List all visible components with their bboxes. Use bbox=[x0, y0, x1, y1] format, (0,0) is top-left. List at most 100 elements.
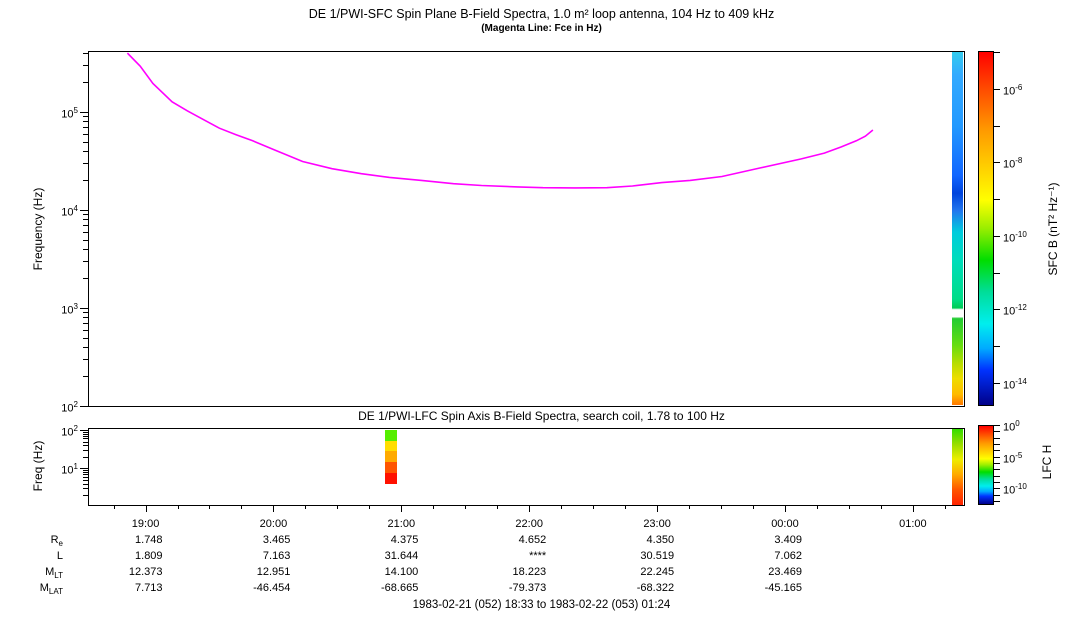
colorbar-tick-label: 10-14 bbox=[1003, 376, 1027, 392]
ephemeris-value: 4.652 bbox=[518, 534, 547, 546]
y-minor-tick bbox=[83, 445, 88, 447]
x-minor-tick bbox=[880, 505, 882, 509]
y-minor-tick bbox=[83, 121, 88, 123]
y-minor-tick bbox=[83, 278, 88, 280]
x-minor-tick bbox=[593, 505, 595, 509]
y-minor-tick bbox=[83, 435, 88, 437]
lfc-patch-segment bbox=[385, 430, 397, 441]
colorbar-tick-label: 10-10 bbox=[1003, 482, 1027, 497]
x-tick-label: 00:00 bbox=[771, 518, 799, 530]
y-minor-tick bbox=[83, 214, 88, 216]
y-major-tick bbox=[80, 429, 88, 431]
lfc-panel-title: DE 1/PWI-LFC Spin Axis B-Field Spectra, … bbox=[358, 409, 725, 423]
y-minor-tick bbox=[83, 150, 88, 152]
y-minor-tick bbox=[83, 456, 88, 458]
ephemeris-value: -79.373 bbox=[508, 582, 547, 594]
y-minor-tick bbox=[83, 337, 88, 339]
x-minor-tick bbox=[369, 505, 371, 509]
y-minor-tick bbox=[83, 248, 88, 250]
y-minor-tick bbox=[83, 116, 88, 118]
y-tick-label: 102 bbox=[61, 423, 78, 439]
colorbar-tick bbox=[994, 199, 1000, 201]
y-minor-tick bbox=[83, 133, 88, 135]
colorbar-tick bbox=[994, 462, 1000, 464]
colorbar-tick bbox=[994, 346, 1000, 348]
y-minor-tick bbox=[83, 376, 88, 378]
sfc-colorbar bbox=[978, 51, 994, 406]
y-minor-tick bbox=[83, 495, 88, 497]
x-tick-label: 21:00 bbox=[387, 518, 416, 530]
x-minor-tick bbox=[241, 505, 243, 509]
y-tick-label: 101 bbox=[61, 462, 78, 477]
y-tick-label: 104 bbox=[61, 204, 78, 219]
ephemeris-value: -68.322 bbox=[636, 582, 675, 594]
x-tick-label: 23:00 bbox=[643, 518, 671, 530]
x-minor-tick bbox=[497, 505, 499, 509]
y-minor-tick bbox=[83, 219, 88, 221]
y-minor-tick bbox=[83, 476, 88, 478]
ephemeris-value: 14.100 bbox=[384, 566, 419, 578]
colorbar-tick-label: 10-5 bbox=[1003, 450, 1023, 466]
y-minor-tick bbox=[83, 433, 88, 435]
ephemeris-value: 3.465 bbox=[262, 534, 291, 546]
y-minor-tick bbox=[83, 127, 88, 129]
x-minor-tick bbox=[848, 505, 850, 509]
ephemeris-value: 1.748 bbox=[135, 534, 163, 546]
x-minor-tick bbox=[721, 505, 723, 509]
y-minor-tick bbox=[83, 450, 88, 452]
x-major-tick bbox=[784, 505, 786, 512]
y-tick-label: 103 bbox=[61, 302, 78, 317]
x-minor-tick bbox=[113, 505, 115, 509]
y-tick-label: 105 bbox=[61, 106, 78, 121]
ephemeris-value: 30.519 bbox=[640, 550, 675, 562]
sfc-panel-title: DE 1/PWI-SFC Spin Plane B-Field Spectra,… bbox=[308, 7, 775, 21]
y-minor-tick bbox=[83, 438, 88, 440]
ephemeris-value: 12.373 bbox=[128, 566, 163, 578]
colorbar-tick bbox=[994, 425, 1000, 426]
y-major-tick bbox=[80, 210, 88, 211]
y-minor-tick bbox=[83, 323, 88, 325]
colorbar-tick bbox=[994, 475, 1000, 477]
y-minor-tick bbox=[83, 82, 88, 84]
y-minor-tick bbox=[83, 52, 88, 54]
lfc-patch-segment bbox=[385, 462, 397, 473]
y-minor-tick bbox=[83, 488, 88, 490]
ephemeris-value: 4.375 bbox=[390, 534, 419, 546]
ephemeris-value: 4.350 bbox=[646, 534, 675, 546]
y-minor-tick bbox=[83, 163, 88, 165]
lfc-spectrogram-panel bbox=[88, 428, 965, 506]
colorbar-tick bbox=[994, 235, 1000, 237]
x-minor-tick bbox=[625, 505, 627, 509]
time-range-label: 1983-02-21 (052) 18:33 to 1983-02-22 (05… bbox=[412, 599, 671, 611]
colorbar-tick bbox=[994, 382, 1000, 384]
colorbar-tick-label: 10-6 bbox=[1003, 82, 1023, 98]
lfc-patch-segment bbox=[385, 440, 397, 452]
colorbar-tick bbox=[994, 125, 1000, 127]
colorbar-tick bbox=[994, 488, 1000, 490]
ephemeris-value: 7.062 bbox=[774, 550, 802, 562]
y-minor-tick bbox=[83, 346, 88, 348]
lfc-colorbar bbox=[978, 425, 994, 505]
x-major-tick bbox=[529, 505, 531, 512]
x-major-tick bbox=[401, 505, 403, 512]
sfc-spectrogram-panel bbox=[88, 51, 965, 407]
y-minor-tick bbox=[83, 431, 88, 433]
x-major-tick bbox=[273, 505, 275, 512]
y-minor-tick bbox=[83, 474, 88, 476]
colorbar-tick bbox=[994, 162, 1000, 164]
colorbar-tick-label: 10-8 bbox=[1003, 156, 1023, 171]
ephemeris-value: 31.644 bbox=[384, 550, 419, 562]
colorbar-tick bbox=[994, 456, 1000, 458]
lfc-patch-segment bbox=[385, 472, 397, 484]
lfc-data-strip bbox=[952, 429, 963, 505]
y-major-tick bbox=[80, 112, 88, 113]
ephemeris-value: **** bbox=[529, 550, 547, 562]
y-minor-tick bbox=[83, 441, 88, 443]
colorbar-tick bbox=[994, 88, 1000, 90]
lfc-patch-segment bbox=[385, 451, 397, 463]
colorbar-tick bbox=[994, 443, 1000, 445]
ephemeris-value: 3.409 bbox=[774, 534, 802, 546]
y-major-tick bbox=[80, 406, 88, 407]
x-tick-label: 20:00 bbox=[259, 518, 288, 530]
colorbar-tick bbox=[994, 52, 1000, 53]
